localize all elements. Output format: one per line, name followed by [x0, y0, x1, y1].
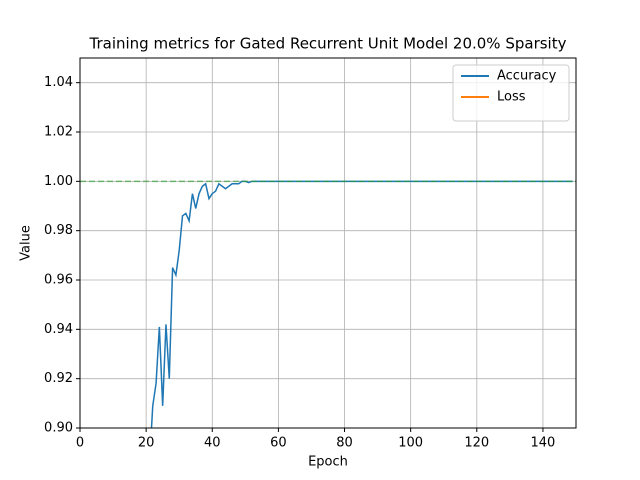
y-tick-label: 1.02: [44, 125, 73, 140]
plot-frame: [79, 57, 577, 429]
x-tick-label: 100: [398, 436, 423, 451]
legend-label: Accuracy: [497, 69, 557, 84]
x-axis-label: Epoch: [308, 455, 348, 470]
y-tick-label: 0.98: [44, 223, 73, 238]
x-tick-label: 60: [270, 436, 287, 451]
x-tick-label: 80: [336, 436, 353, 451]
legend-box: [452, 64, 570, 122]
chart-title: Training metrics for Gated Recurrent Uni…: [89, 35, 567, 53]
y-tick-label: 0.94: [44, 322, 73, 337]
plot-area: [80, 180, 576, 428]
legend-label: Loss: [497, 90, 526, 105]
y-tick-label: 0.96: [44, 273, 73, 288]
x-tick-label: 20: [138, 436, 155, 451]
y-tick-label: 0.90: [44, 421, 73, 436]
y-tick-label: 1.04: [44, 75, 73, 90]
y-axis-label: Value: [19, 225, 34, 261]
x-tick-label: 120: [464, 436, 489, 451]
y-tick-label: 1.00: [44, 174, 73, 189]
x-tick-label: 0: [76, 436, 84, 451]
x-tick-label: 40: [204, 436, 221, 451]
x-tick-label: 140: [531, 436, 556, 451]
y-tick-label: 0.92: [44, 371, 73, 386]
